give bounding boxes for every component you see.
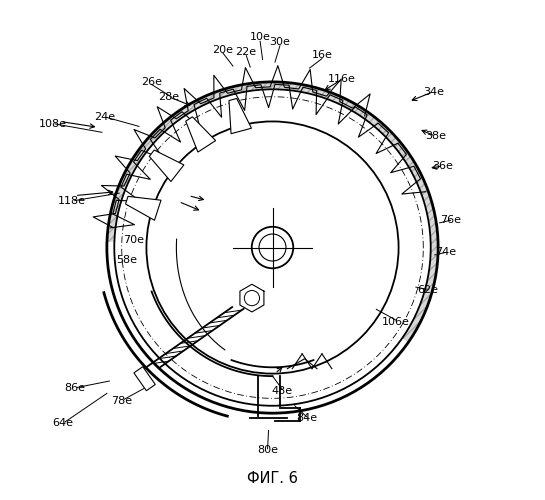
Text: 34e: 34e	[423, 87, 444, 97]
Text: 70e: 70e	[124, 235, 144, 245]
Text: 76e: 76e	[440, 216, 461, 226]
Polygon shape	[186, 117, 216, 152]
Text: 30e: 30e	[269, 38, 290, 48]
Text: ФИГ. 6: ФИГ. 6	[247, 471, 298, 486]
Text: 48e: 48e	[272, 386, 293, 396]
Polygon shape	[240, 284, 264, 312]
Polygon shape	[229, 98, 251, 134]
Text: 74e: 74e	[435, 248, 456, 258]
Text: 36e: 36e	[433, 161, 453, 171]
Text: 106e: 106e	[382, 316, 410, 326]
Text: 62e: 62e	[418, 284, 439, 294]
Text: 80e: 80e	[257, 446, 278, 456]
Text: 118e: 118e	[58, 196, 86, 205]
Bar	[134, 366, 155, 390]
Text: 86e: 86e	[64, 384, 85, 394]
Text: 116e: 116e	[328, 74, 356, 85]
Text: 16e: 16e	[312, 50, 332, 59]
Text: 38e: 38e	[425, 132, 446, 141]
Polygon shape	[107, 82, 438, 342]
Text: 58e: 58e	[116, 255, 137, 265]
Text: 84e: 84e	[296, 413, 318, 423]
Text: 10e: 10e	[250, 32, 270, 42]
Text: 24e: 24e	[94, 112, 115, 122]
Polygon shape	[149, 150, 184, 182]
Polygon shape	[125, 196, 161, 220]
Text: 28e: 28e	[158, 92, 179, 102]
Text: 22e: 22e	[235, 47, 256, 57]
Text: 20e: 20e	[213, 45, 234, 54]
Text: 78e: 78e	[111, 396, 132, 406]
Text: 108e: 108e	[39, 119, 66, 129]
Text: 64e: 64e	[52, 418, 73, 428]
Text: 26e: 26e	[141, 77, 162, 87]
